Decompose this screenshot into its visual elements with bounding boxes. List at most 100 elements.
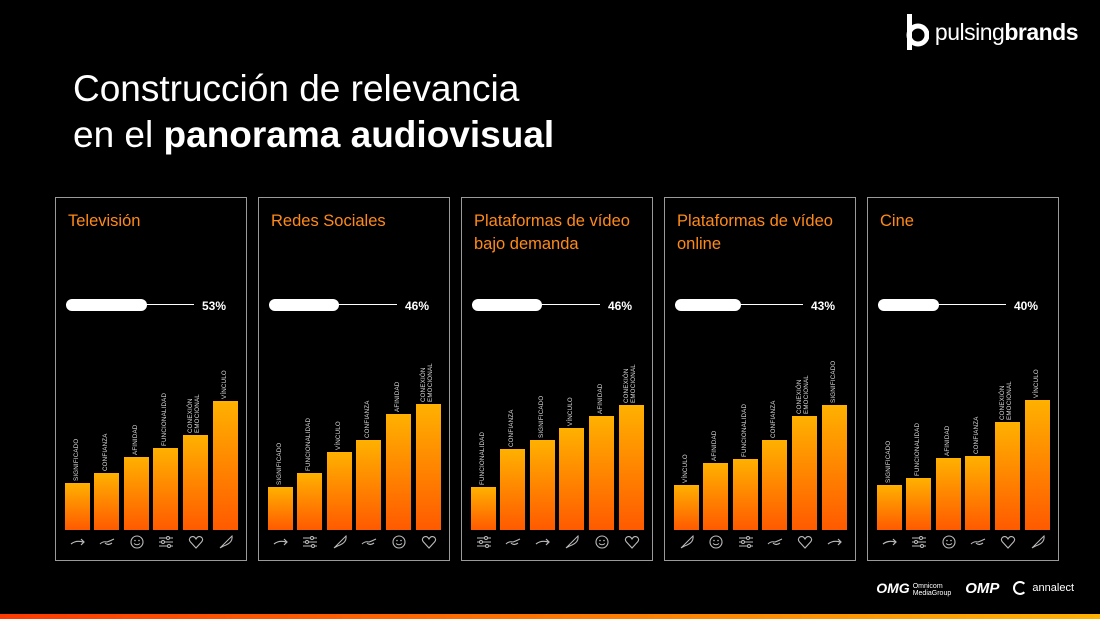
- bar: [297, 473, 322, 530]
- annalect-ring-icon: [1013, 581, 1028, 596]
- bar-label: CONEXIÓN EMOCIONAL: [999, 381, 1013, 420]
- bar-label: FUNCIONALIDAD: [740, 403, 748, 457]
- omp-logo: OMP: [965, 579, 1000, 597]
- pulsing-brands-logo-icon: [905, 14, 930, 50]
- bar: [877, 485, 902, 530]
- heart-icon: [792, 534, 817, 550]
- smiley-icon: [936, 534, 961, 550]
- bar-label: AFINIDAD: [710, 430, 718, 461]
- bar-label: SIGNIFICADO: [275, 442, 283, 485]
- smiley-icon: [386, 534, 411, 550]
- arrow-icon: [268, 534, 293, 550]
- bar-label: CONEXIÓN EMOCIONAL: [187, 394, 201, 433]
- brand-name: pulsingbrands: [934, 18, 1079, 45]
- bar-label: CONEXIÓN EMOCIONAL: [420, 363, 434, 402]
- heart-icon: [995, 534, 1020, 550]
- panel-title: Cine: [880, 212, 914, 230]
- sliders-icon: [297, 534, 322, 550]
- bar: [936, 458, 961, 530]
- feather-icon: [559, 534, 584, 550]
- bar-label: AFINIDAD: [131, 424, 139, 455]
- bar: [327, 452, 352, 530]
- bar: [1025, 400, 1050, 530]
- bar-label: SIGNIFICADO: [72, 438, 80, 481]
- arrow-icon: [530, 534, 555, 550]
- bar: [906, 478, 931, 530]
- sliders-icon: [471, 534, 496, 550]
- title-line-1: Construcción de relevancia: [73, 68, 520, 109]
- overall-score-label: 53%: [201, 299, 226, 313]
- title-line-2: en el panorama audiovisual: [73, 114, 555, 155]
- bar-label: VÍNCULO: [1032, 369, 1040, 398]
- bar: [762, 440, 787, 530]
- arrow-icon: [65, 534, 90, 550]
- bar: [559, 428, 584, 530]
- bar-label: FUNCIONALIDAD: [304, 417, 312, 471]
- bar: [94, 473, 119, 530]
- footer-gradient-strip: [0, 614, 1100, 619]
- hand-icon: [762, 534, 787, 550]
- overall-score-label: 46%: [607, 299, 632, 313]
- sliders-icon: [733, 534, 758, 550]
- bar: [733, 459, 758, 530]
- panel-title: Televisión: [68, 212, 141, 230]
- brand-logo: pulsingbrands: [905, 14, 1078, 50]
- bar: [965, 456, 990, 530]
- overall-score-bar: [472, 299, 542, 311]
- overall-score-bar: [269, 299, 339, 311]
- bar: [183, 435, 208, 530]
- bar-label: VÍNCULO: [566, 397, 574, 426]
- bar: [703, 463, 728, 530]
- bar-label: CONFIANZA: [101, 433, 109, 471]
- chart-panel: Cine 40% SIGNIFICADO FUNCIONALIDAD AFINIDAD C…: [867, 197, 1059, 561]
- hand-icon: [356, 534, 381, 550]
- arrow-icon: [877, 534, 902, 550]
- bar: [268, 487, 293, 530]
- bar: [153, 448, 178, 530]
- bar: [416, 404, 441, 530]
- feather-icon: [327, 534, 352, 550]
- bar-label: CONEXIÓN EMOCIONAL: [796, 375, 810, 414]
- feather-icon: [674, 534, 699, 550]
- bar: [995, 422, 1020, 530]
- bar: [386, 414, 411, 530]
- omg-logo: OMG Omnicom MediaGroup: [876, 579, 952, 597]
- arrow-icon: [822, 534, 847, 550]
- bar: [619, 405, 644, 530]
- heart-icon: [416, 534, 441, 550]
- overall-score-bar: [675, 299, 741, 311]
- bar-label: CONFIANZA: [769, 400, 777, 438]
- bar: [471, 487, 496, 530]
- bar: [589, 416, 614, 530]
- bar: [65, 483, 90, 530]
- bar: [822, 405, 847, 530]
- bar-label: FUNCIONALIDAD: [160, 392, 168, 446]
- hand-icon: [965, 534, 990, 550]
- bar: [500, 449, 525, 530]
- heart-icon: [619, 534, 644, 550]
- bar: [213, 401, 238, 530]
- bar-label: VÍNCULO: [334, 421, 342, 450]
- bar: [530, 440, 555, 530]
- smiley-icon: [703, 534, 728, 550]
- chart-panel: Televisión 53% SIGNIFICADO CONFIANZA AFINIDA…: [55, 197, 247, 561]
- bar-label: AFINIDAD: [943, 425, 951, 456]
- panel-title: Plataformas de vídeo bajo demanda: [474, 212, 630, 253]
- annalect-logo: annalect: [1013, 581, 1074, 596]
- overall-score-bar: [66, 299, 147, 311]
- overall-score-label: 40%: [1013, 299, 1038, 313]
- bar-label: VÍNCULO: [220, 370, 228, 399]
- panel-title: Redes Sociales: [271, 212, 386, 230]
- bar-label: CONEXIÓN EMOCIONAL: [623, 364, 637, 403]
- sliders-icon: [153, 534, 178, 550]
- bar-label: CONFIANZA: [363, 400, 371, 438]
- partner-logos: OMG Omnicom MediaGroup OMP annalect: [876, 580, 1074, 597]
- overall-score-bar: [878, 299, 939, 311]
- overall-score-label: 46%: [404, 299, 429, 313]
- hand-icon: [94, 534, 119, 550]
- bar-label: FUNCIONALIDAD: [913, 422, 921, 476]
- bar-label: SIGNIFICADO: [829, 360, 837, 403]
- page-title: Construcción de relevancia en el panoram…: [73, 66, 554, 158]
- chart-panel: Plataformas de vídeo online 43% VÍNCULO AFI…: [664, 197, 856, 561]
- smiley-icon: [589, 534, 614, 550]
